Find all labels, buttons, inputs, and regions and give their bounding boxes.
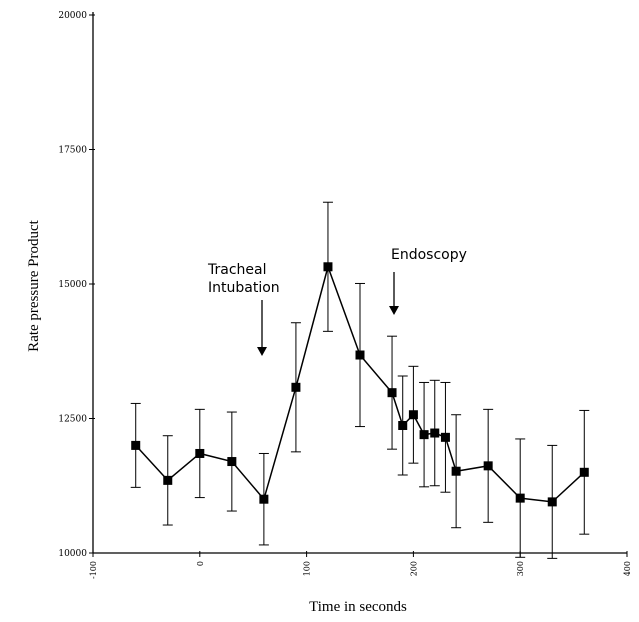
- x-tick-label: 300: [516, 561, 525, 576]
- x-tick-label: -100: [89, 561, 98, 579]
- data-point: [398, 420, 408, 430]
- data-point: [515, 493, 525, 503]
- x-tick-label: 0: [196, 561, 205, 566]
- annotation-label: Intubation: [208, 280, 280, 296]
- data-point: [195, 448, 205, 458]
- data-point: [440, 432, 450, 442]
- series-group: [130, 201, 590, 559]
- annotation-label: Endoscopy: [391, 247, 467, 263]
- annotation-label: Tracheal: [207, 262, 266, 278]
- x-tick-label: 200: [409, 561, 418, 576]
- data-point: [408, 410, 418, 420]
- axes: 10000 12500 15000 17500 20000 -100 0 100 200 300 4…: [58, 11, 632, 579]
- data-point: [419, 430, 429, 440]
- y-tick-label: 17500: [58, 146, 87, 156]
- data-point: [430, 428, 440, 438]
- data-point: [131, 440, 141, 450]
- data-point: [355, 350, 365, 360]
- data-point: [163, 475, 173, 485]
- x-tick-label: 100: [303, 561, 312, 576]
- annotations-group: Tracheal Intubation Endoscopy: [207, 247, 467, 356]
- data-point: [483, 461, 493, 471]
- data-point: [387, 388, 397, 398]
- y-tick-label: 20000: [58, 11, 87, 21]
- data-point: [451, 466, 461, 476]
- annotation-arrow-head: [257, 347, 267, 356]
- x-tick-label: 400: [623, 561, 632, 576]
- x-axis-title: Time in seconds: [309, 599, 407, 615]
- data-point: [227, 457, 237, 467]
- data-point: [291, 382, 301, 392]
- y-tick-label: 15000: [58, 280, 87, 290]
- y-axis-title: Rate pressure Product: [26, 219, 42, 351]
- data-point: [323, 262, 333, 272]
- data-point: [579, 467, 589, 477]
- data-point: [547, 497, 557, 507]
- y-tick-label: 12500: [58, 415, 87, 425]
- annotation-arrow-head: [389, 306, 399, 315]
- data-point: [259, 494, 269, 504]
- y-tick-label: 10000: [58, 549, 87, 559]
